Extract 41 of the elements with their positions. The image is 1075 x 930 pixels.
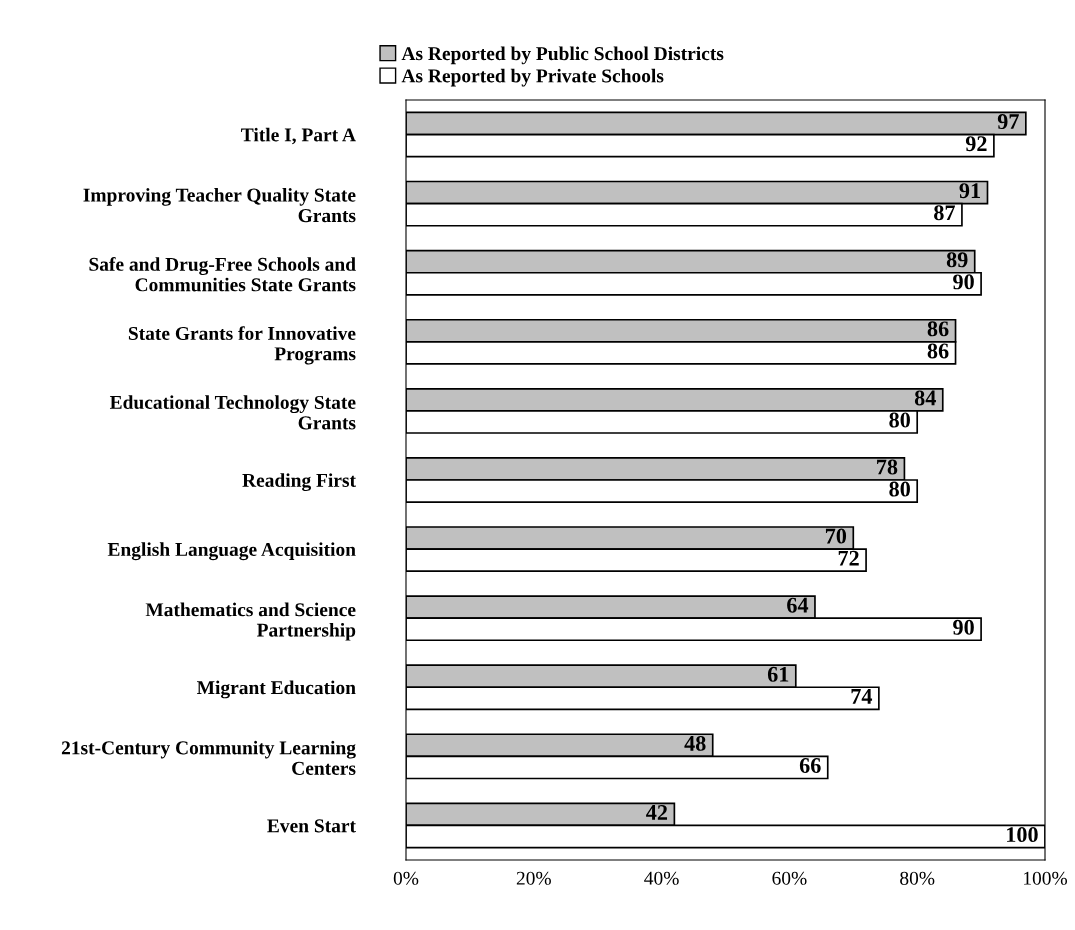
data-label: 90 bbox=[953, 274, 974, 290]
data-label: 42 bbox=[646, 805, 668, 820]
y-tick-label: Improving Teacher Quality State Grants bbox=[83, 188, 356, 223]
data-label: 92 bbox=[965, 136, 987, 152]
y-tick-label: 21st-Century Community Learning Centers bbox=[61, 740, 356, 775]
x-tick-label: 100% bbox=[1024, 871, 1068, 885]
data-label: 91 bbox=[959, 183, 980, 199]
data-label: 86 bbox=[927, 343, 949, 359]
x-tick-label: 20% bbox=[516, 871, 551, 885]
data-label: 89 bbox=[946, 252, 968, 268]
legend-label: As Reported by Private Schools bbox=[401, 68, 664, 87]
x-tick-label: 40% bbox=[644, 871, 679, 885]
data-label: 80 bbox=[889, 481, 910, 497]
data-label: 80 bbox=[889, 412, 910, 428]
data-label: 66 bbox=[799, 758, 821, 773]
data-label: 100 bbox=[1007, 827, 1038, 843]
y-tick-label: Reading First bbox=[242, 473, 356, 492]
data-label: 70 bbox=[825, 528, 847, 544]
y-tick-label: English Language Acquisition bbox=[107, 542, 356, 561]
y-tick-label: State Grants for Innovative Programs bbox=[128, 326, 356, 365]
x-tick-label: 60% bbox=[772, 871, 807, 885]
y-tick-label: Safe and Drug-Free Schools and Communities State Grants bbox=[89, 256, 356, 292]
data-label: 87 bbox=[934, 205, 955, 221]
y-tick-label: Title I, Part A bbox=[241, 127, 356, 145]
data-label: 90 bbox=[953, 619, 974, 635]
data-label: 84 bbox=[914, 390, 936, 406]
x-tick-label: 0% bbox=[393, 871, 419, 885]
data-label: 64 bbox=[787, 597, 809, 613]
data-label: 97 bbox=[997, 114, 1019, 130]
data-label: 74 bbox=[851, 689, 873, 704]
x-tick-label: 80% bbox=[900, 871, 935, 885]
y-tick-label: Even Start bbox=[267, 819, 356, 833]
y-tick-label: Migrant Education bbox=[196, 680, 356, 699]
data-label: 86 bbox=[927, 321, 949, 337]
y-tick-label: Mathematics and Science Partnership bbox=[145, 602, 356, 641]
legend-label: As Reported by Public School Districts bbox=[401, 46, 724, 65]
y-tick-label: Educational Technology State Grants bbox=[109, 395, 356, 430]
data-label: 78 bbox=[877, 459, 898, 475]
data-label: 61 bbox=[767, 666, 789, 682]
data-label: 48 bbox=[684, 735, 706, 751]
data-label: 72 bbox=[838, 550, 859, 566]
